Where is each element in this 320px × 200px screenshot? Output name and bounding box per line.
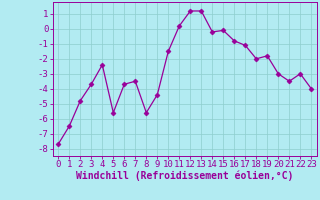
X-axis label: Windchill (Refroidissement éolien,°C): Windchill (Refroidissement éolien,°C) bbox=[76, 171, 293, 181]
